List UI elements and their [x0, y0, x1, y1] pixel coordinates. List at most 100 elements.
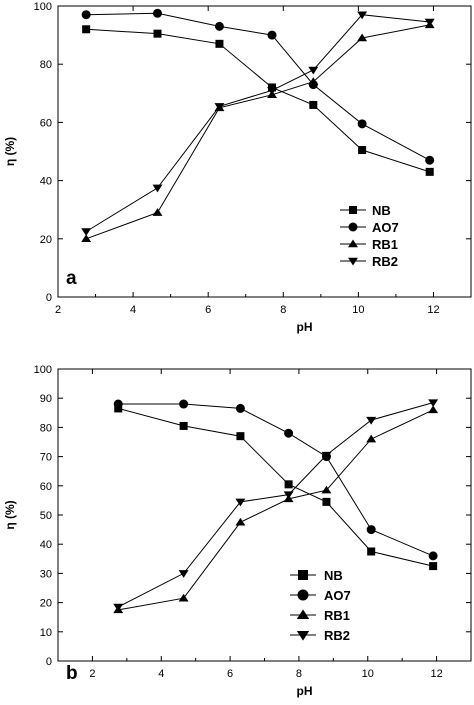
- data-point: [179, 399, 189, 409]
- data-point: [358, 146, 367, 155]
- series-rb2: [81, 11, 435, 236]
- x-tick-label: 2: [89, 668, 95, 680]
- y-tick-label: 60: [40, 117, 52, 129]
- data-point: [357, 119, 367, 129]
- legend-label: NB: [372, 203, 391, 218]
- data-point: [429, 562, 438, 571]
- x-tick-label: 12: [427, 304, 439, 316]
- x-tick-label: 12: [430, 668, 442, 680]
- legend-marker: [297, 589, 309, 601]
- series-rb1: [113, 405, 439, 614]
- legend-marker: [348, 257, 358, 266]
- legend-label: AO7: [324, 588, 351, 603]
- data-point: [321, 451, 332, 460]
- data-point: [81, 234, 92, 243]
- data-point: [425, 155, 435, 165]
- legend-marker: [348, 239, 358, 248]
- y-tick-label: 80: [40, 422, 52, 434]
- plot-frame: [57, 5, 472, 298]
- data-point: [321, 485, 332, 494]
- y-tick-label: 20: [40, 234, 52, 246]
- data-point: [214, 21, 224, 31]
- y-tick-label: 40: [40, 176, 52, 188]
- legend-label: AO7: [372, 220, 399, 235]
- data-point: [113, 603, 124, 612]
- y-tick-label: 20: [40, 598, 52, 610]
- y-tick-label: 30: [40, 568, 52, 580]
- data-point: [366, 434, 377, 443]
- legend-label: NB: [324, 568, 343, 583]
- data-point: [267, 87, 277, 95]
- data-point: [215, 39, 224, 48]
- data-point: [152, 184, 163, 193]
- data-point: [82, 25, 91, 34]
- x-axis-label: pH: [297, 684, 313, 698]
- data-point: [428, 405, 439, 414]
- x-axis-label: pH: [297, 320, 313, 334]
- y-tick-label: 0: [46, 656, 52, 668]
- data-point: [81, 10, 91, 20]
- x-tick-label: 6: [227, 668, 233, 680]
- legend-marker: [348, 222, 358, 232]
- y-tick-label: 100: [34, 1, 52, 13]
- series-line: [118, 409, 434, 611]
- data-point: [366, 416, 377, 425]
- legend-marker: [296, 609, 310, 620]
- legend-marker: [296, 630, 310, 641]
- series-nb: [82, 25, 434, 176]
- y-tick-label: 90: [40, 393, 52, 405]
- data-point: [428, 399, 439, 408]
- data-point: [178, 570, 189, 578]
- data-point: [284, 428, 294, 438]
- legend-label: RB1: [324, 608, 350, 623]
- data-point: [308, 66, 319, 75]
- y-tick-label: 60: [40, 481, 52, 493]
- data-point: [235, 498, 246, 507]
- data-point: [113, 399, 123, 409]
- x-tick-label: 6: [205, 304, 211, 316]
- series-line: [118, 403, 434, 557]
- data-point: [308, 77, 319, 85]
- series-line: [85, 14, 430, 232]
- legend: NB AO7 RB1 RB2: [340, 203, 399, 269]
- legend-marker: [349, 206, 357, 214]
- data-point: [357, 33, 368, 42]
- data-point: [309, 100, 318, 109]
- data-point: [214, 103, 225, 111]
- y-tick-label: 0: [46, 292, 52, 304]
- y-axis-label: η (%): [3, 500, 17, 529]
- y-tick-label: 10: [40, 627, 52, 639]
- data-point: [267, 30, 277, 40]
- chart-panel-b: 2 4 6 8 10 12 0 10 20 30 40 50 60 70 80 90 100 pH η (%) NB A…: [3, 364, 472, 698]
- x-tick-label: 4: [130, 304, 136, 316]
- data-point: [367, 547, 376, 556]
- data-point: [152, 8, 162, 18]
- y-tick-label: 40: [40, 539, 52, 551]
- series-ao7: [113, 399, 438, 561]
- data-point: [152, 208, 163, 216]
- data-point: [235, 517, 246, 526]
- panel-label: b: [66, 663, 78, 684]
- x-tick-label: 10: [362, 668, 374, 680]
- plot-frame: [57, 368, 472, 662]
- series-rb2: [113, 399, 439, 612]
- series-line: [86, 28, 430, 173]
- y-tick-label: 100: [34, 364, 52, 376]
- legend: NB AO7 RB1 RB2: [290, 568, 351, 643]
- data-point: [357, 11, 368, 20]
- x-tick-label: 8: [296, 668, 302, 680]
- data-point: [236, 432, 245, 441]
- x-tick-label: 10: [352, 304, 364, 316]
- data-point: [424, 18, 435, 27]
- data-point: [284, 480, 293, 489]
- y-axis-label: η (%): [3, 137, 17, 166]
- series-nb: [114, 404, 438, 571]
- y-tick-label: 70: [40, 452, 52, 464]
- data-point: [425, 167, 434, 176]
- data-point: [283, 491, 294, 500]
- data-point: [179, 421, 188, 430]
- data-point: [366, 525, 376, 535]
- legend-label: RB1: [372, 237, 398, 252]
- legend-label: RB2: [372, 254, 398, 269]
- x-tick-label: 4: [158, 668, 164, 680]
